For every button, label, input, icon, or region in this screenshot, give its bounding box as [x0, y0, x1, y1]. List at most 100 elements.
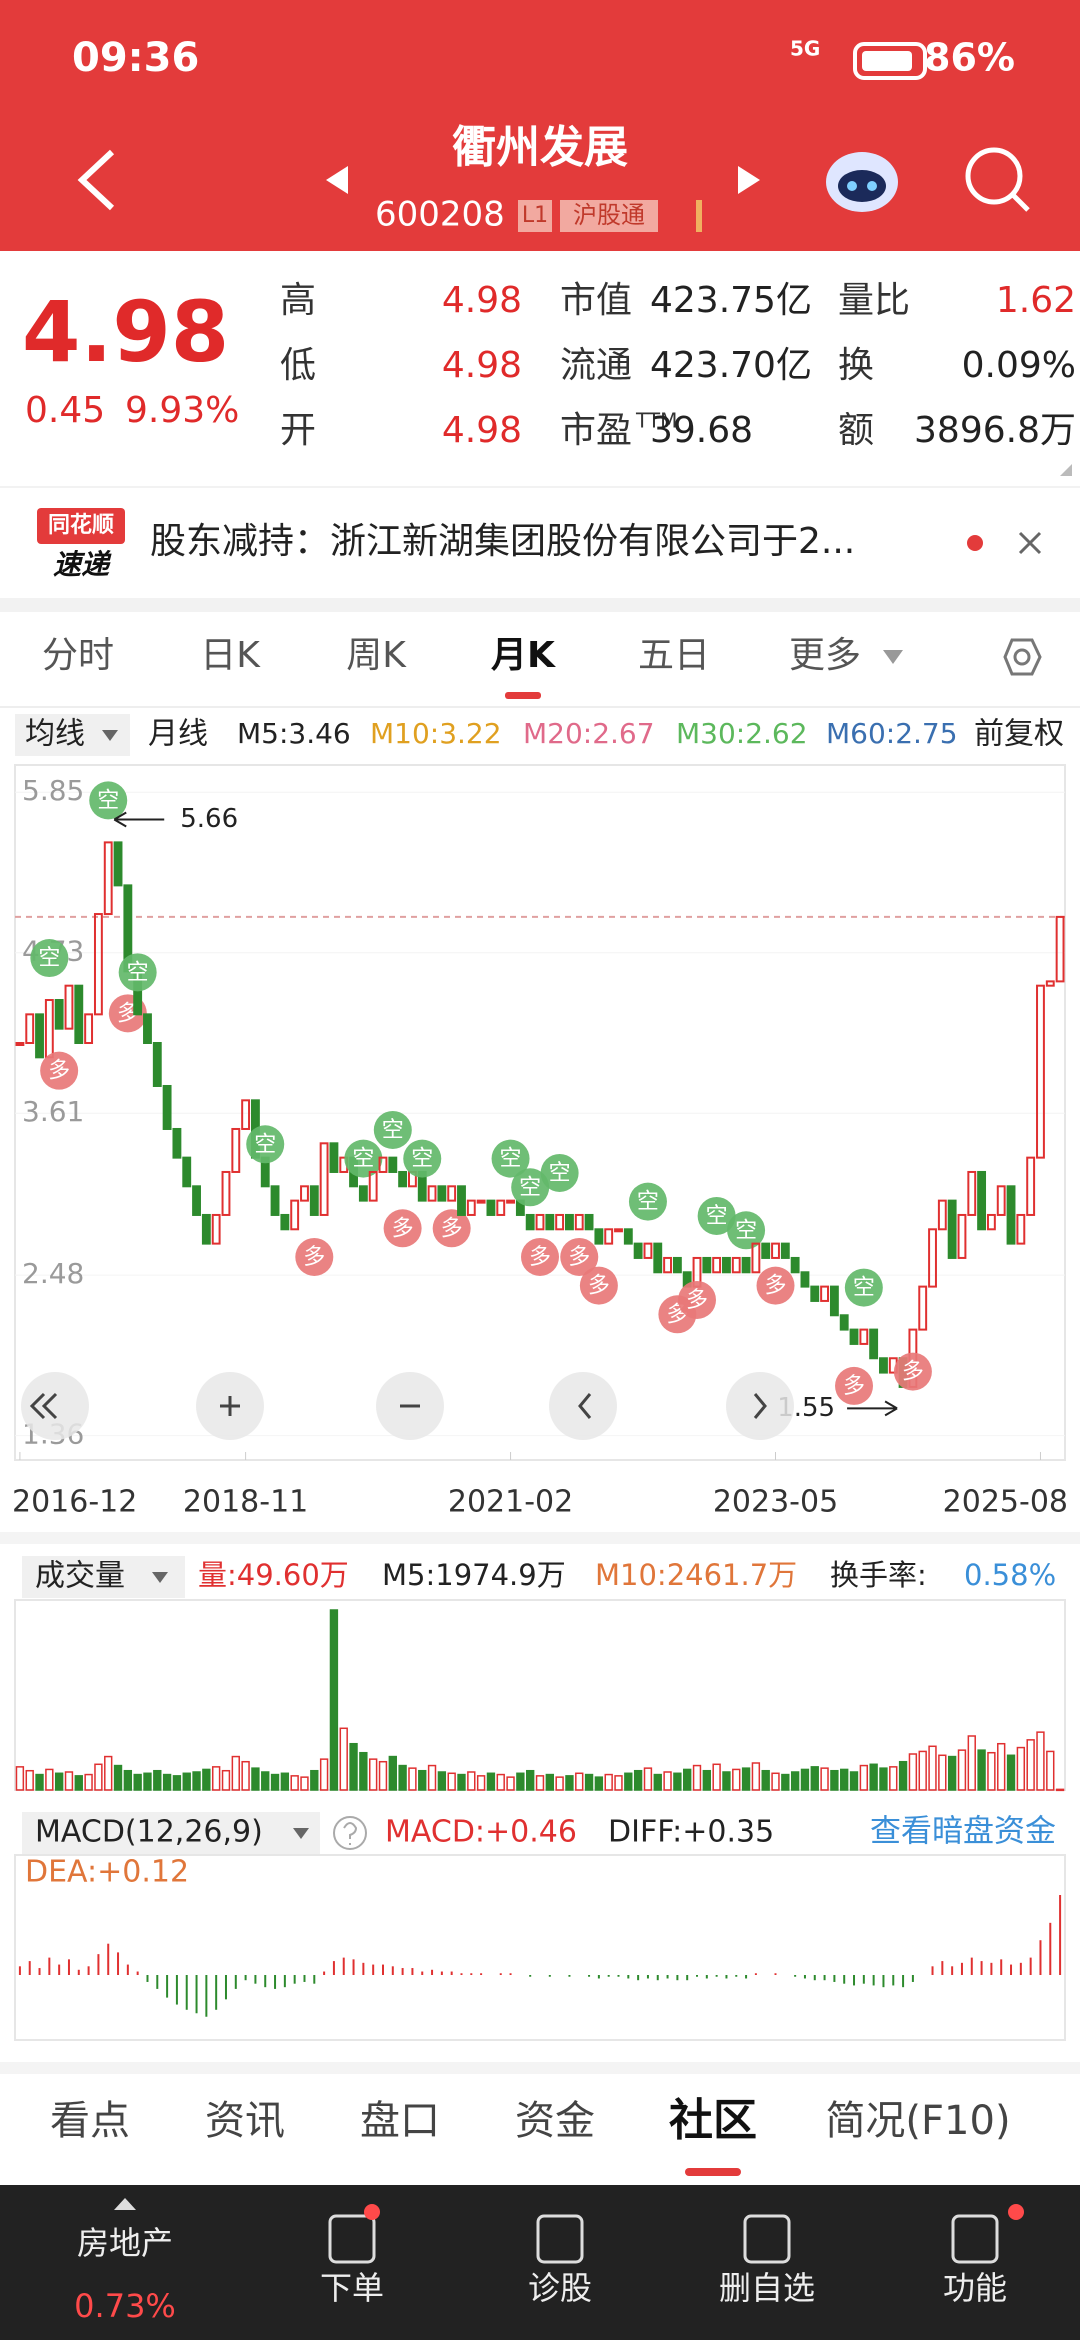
macd-mode-bg[interactable]: [22, 1812, 320, 1854]
chart-control[interactable]: [549, 1372, 617, 1440]
signal-label: 空: [382, 1118, 404, 1143]
candle: [192, 1185, 201, 1216]
info-tab[interactable]: 社区: [669, 2095, 757, 2146]
volume-bar: [575, 1772, 584, 1791]
news-logo-top: [37, 508, 125, 544]
chart-control-icon: [220, 1396, 240, 1416]
signal-badge: [40, 1051, 79, 1090]
period-tab[interactable]: 月K: [491, 635, 556, 676]
volume-bar: [15, 1766, 25, 1791]
info-tab[interactable]: 资讯: [205, 2098, 285, 2144]
info-tab[interactable]: 盘口: [360, 2098, 440, 2144]
volume-bar: [840, 1768, 849, 1791]
candle: [565, 1213, 574, 1231]
settings-button[interactable]: [1003, 638, 1042, 676]
candle: [388, 1156, 398, 1173]
news-text[interactable]: 股东减持：浙江新湖集团股份有限公司于2...: [150, 521, 855, 562]
info-tab[interactable]: 简况(F10): [825, 2098, 1010, 2144]
nav-label[interactable]: 诊股: [528, 2269, 592, 2307]
signal-badge: [756, 1266, 795, 1305]
x-tick-label: 2016-12: [12, 1485, 137, 1520]
badge-bg: [560, 200, 658, 232]
volume-bar: [516, 1772, 525, 1791]
signal-label: 空: [352, 1147, 374, 1172]
min-arrow: [847, 1400, 898, 1417]
volume-bar: [781, 1773, 790, 1791]
period-tab[interactable]: 更多: [789, 635, 861, 676]
volume-bar: [143, 1772, 152, 1791]
prev-stock[interactable]: [326, 166, 348, 194]
volume-bar: [113, 1764, 123, 1791]
signal-label: 多: [765, 1274, 787, 1299]
volume-bar: [290, 1775, 299, 1791]
candle: [506, 1199, 515, 1204]
volume-bar: [673, 1772, 682, 1791]
nav-label[interactable]: 删自选: [719, 2269, 815, 2307]
y-tick-label: 2.48: [22, 1257, 84, 1290]
candle: [162, 1084, 172, 1130]
quote-label: 市盈: [560, 410, 632, 451]
signal-badge: [403, 1139, 442, 1178]
candle: [702, 1256, 712, 1274]
candle: [555, 1213, 565, 1231]
quote-value: 4.98: [442, 345, 522, 386]
signal-label: 空: [519, 1175, 541, 1200]
period-tab[interactable]: 周K: [346, 635, 407, 676]
volume-bar: [437, 1771, 447, 1791]
help-icon[interactable]: [333, 1816, 367, 1850]
sector-name[interactable]: 房地产: [77, 2224, 173, 2262]
candle: [64, 984, 74, 1030]
volume-bar: [280, 1772, 290, 1791]
back-button[interactable]: [77, 149, 115, 211]
volume-bar: [800, 1768, 810, 1791]
dark-pool-link[interactable]: 查看暗盘资金: [870, 1814, 1056, 1850]
period-tab[interactable]: 日K: [200, 635, 261, 676]
candle: [319, 1142, 329, 1216]
candle: [525, 1213, 535, 1231]
nav-label[interactable]: 功能: [943, 2269, 1007, 2307]
info-tab[interactable]: 看点: [50, 2098, 130, 2144]
max-label: 5.66: [180, 804, 238, 834]
nav-icon[interactable]: [536, 2214, 584, 2264]
signal-badge: [844, 1268, 883, 1307]
volume-bar: [251, 1767, 260, 1791]
volume-bar: [133, 1773, 142, 1791]
news-close[interactable]: [1018, 531, 1042, 555]
chart-control[interactable]: [726, 1372, 794, 1440]
candle: [447, 1185, 457, 1202]
sector-change: 0.73%: [74, 2287, 176, 2325]
signal-label: 空: [637, 1190, 659, 1215]
volume-bar: [545, 1773, 554, 1791]
candle: [771, 1242, 780, 1259]
candle: [957, 1213, 967, 1259]
tab-underline: [505, 692, 541, 699]
volume-bar: [84, 1773, 93, 1791]
candle: [614, 1228, 623, 1233]
nav-label[interactable]: 下单: [320, 2269, 384, 2307]
x-tick-label: 2021-02: [448, 1485, 573, 1520]
candle: [879, 1357, 888, 1374]
status-network: 5G: [790, 37, 820, 61]
period-tab[interactable]: 五日: [638, 635, 710, 676]
nav-icon[interactable]: [328, 2214, 376, 2264]
period-tab[interactable]: 分时: [42, 635, 114, 676]
ma-period: 月线: [148, 717, 208, 752]
nav-icon[interactable]: [743, 2214, 791, 2264]
signal-badge: [383, 1209, 422, 1248]
section-gap: [0, 598, 1080, 612]
info-tab[interactable]: 资金: [515, 2098, 595, 2144]
volume-bar: [928, 1745, 937, 1791]
news-logo-bottom-text: 速递: [53, 548, 112, 581]
signal-badge: [579, 1266, 618, 1305]
chart-control[interactable]: [21, 1372, 89, 1440]
volume-bar: [997, 1742, 1006, 1791]
volume-bar: [506, 1776, 515, 1791]
search-button[interactable]: [965, 147, 1023, 205]
price-adjust[interactable]: 前复权: [974, 717, 1064, 752]
next-stock[interactable]: [738, 166, 760, 194]
signal-label: 多: [48, 1059, 70, 1084]
badge-end: [696, 200, 702, 232]
nav-icon[interactable]: [951, 2214, 999, 2264]
signal-label: 多: [303, 1245, 325, 1270]
news-unread-dot: [967, 535, 983, 551]
